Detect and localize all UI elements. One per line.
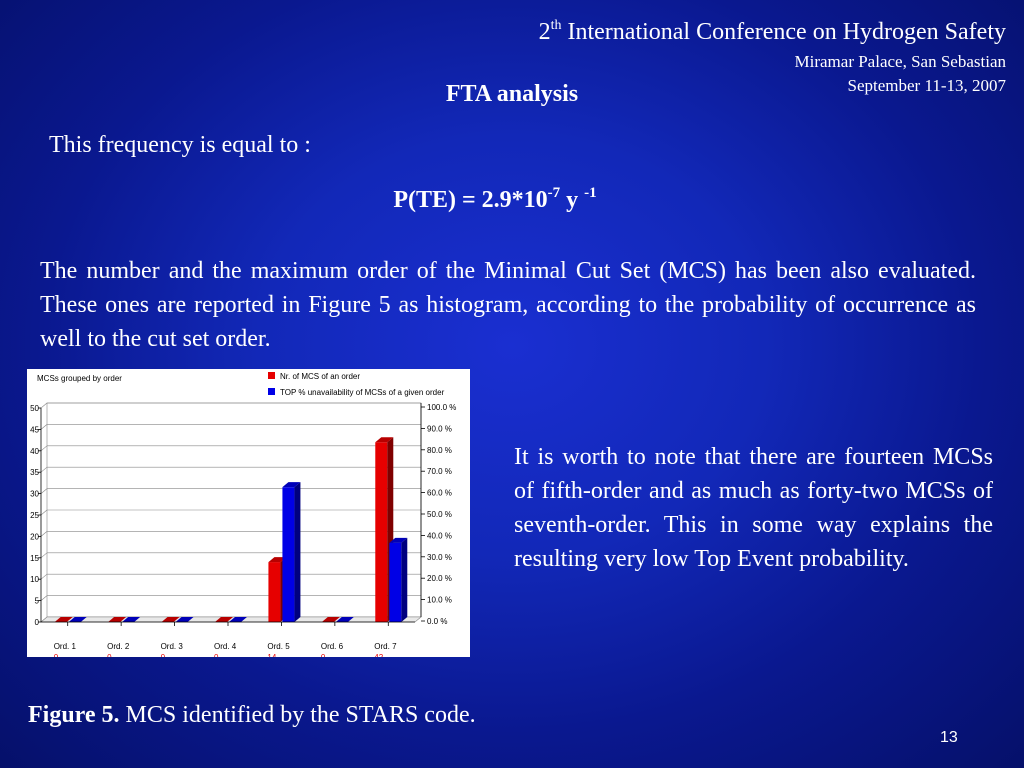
- grid-diagonal-10: [40, 402, 48, 409]
- formula-lhs: P(TE) = 2.9*10: [393, 187, 548, 213]
- right-axis-tick-label: 80.0 %: [427, 446, 452, 455]
- bar-percent-2-top: [122, 617, 141, 622]
- x-axis-category-label: Ord. 7: [374, 642, 397, 651]
- frequency-intro-text: This frequency is equal to :: [49, 132, 311, 158]
- grid-diagonal-3: [40, 552, 48, 559]
- bar-count-7-top: [375, 437, 394, 443]
- conference-number-suffix: th: [550, 18, 562, 33]
- left-axis-tick-label: 10: [30, 575, 39, 584]
- legend-label-1: Nr. of MCS of an order: [280, 372, 360, 381]
- figure-caption-text: MCS identified by the STARS code.: [119, 702, 476, 728]
- formula-unit-exponent: -1: [584, 185, 597, 201]
- bar-count-3-top: [161, 617, 180, 622]
- legend-swatch-1: [268, 372, 275, 379]
- formula-unit: y: [560, 187, 585, 213]
- bar-percent-6-top: [335, 617, 354, 622]
- right-axis-tick-label: 60.0 %: [427, 489, 452, 498]
- legend-label-2: TOP % unavailability of MCSs of a given …: [280, 388, 445, 397]
- mcs-description-paragraph: The number and the maximum order of the …: [40, 258, 976, 352]
- left-axis-tick-label: 50: [30, 404, 39, 413]
- bar-percent-4-top: [229, 617, 247, 622]
- grid-diagonal-7: [40, 466, 48, 473]
- x-axis-count-label: 42: [374, 653, 383, 657]
- bar-count-5-front: [268, 562, 281, 622]
- bar-percent-1-top: [68, 617, 87, 622]
- x-axis-category-label: Ord. 5: [267, 642, 290, 651]
- page-number: 13: [940, 729, 958, 746]
- x-axis-category-label: Ord. 4: [214, 642, 237, 651]
- right-axis-tick-label: 90.0 %: [427, 424, 452, 433]
- bar-count-5-top: [268, 557, 287, 563]
- left-axis-tick-label: 30: [30, 490, 39, 499]
- left-axis-tick-label: 25: [30, 511, 39, 520]
- bar-percent-7-top: [389, 537, 408, 543]
- x-axis-category-label: Ord. 1: [54, 642, 77, 651]
- x-axis-count-label: 0: [107, 653, 112, 657]
- left-axis-tick-label: 15: [30, 554, 39, 563]
- right-axis-tick-label: 30.0 %: [427, 553, 452, 562]
- x-axis-category-label: Ord. 2: [107, 642, 130, 651]
- bar-percent-3-top: [175, 617, 194, 622]
- grid-diagonal-2: [40, 573, 48, 580]
- x-axis-count-label: 0: [321, 653, 326, 657]
- bar-percent-5-front: [282, 487, 295, 622]
- chart-title: MCSs grouped by order: [37, 374, 122, 383]
- bar-count-7-front: [375, 442, 388, 622]
- bar-percent-5-top: [282, 482, 301, 488]
- grid-diagonal-5: [40, 509, 48, 516]
- conference-title: 2th International Conference on Hydrogen…: [539, 18, 1006, 47]
- bar-percent-7-front: [389, 542, 402, 622]
- bar-percent-5-side: [294, 482, 301, 622]
- x-axis-count-label: 0: [54, 653, 59, 657]
- left-axis-tick-label: 35: [30, 468, 39, 477]
- left-axis-tick-label: 5: [35, 597, 40, 606]
- x-axis-count-label: 0: [214, 653, 219, 657]
- mcs-histogram-chart: MCSs grouped by order Nr. of MCS of an or…: [27, 369, 470, 657]
- conference-name: International Conference on Hydrogen Saf…: [567, 19, 1006, 45]
- conference-number: 2: [538, 19, 551, 45]
- figure-caption-label: Figure 5.: [28, 702, 120, 728]
- chart-svg: MCSs grouped by order Nr. of MCS of an or…: [30, 372, 456, 657]
- bar-count-1-top: [54, 617, 73, 622]
- bar-count-2-top: [108, 617, 127, 622]
- formula-exponent: -7: [547, 185, 561, 201]
- grid-diagonal-6: [40, 488, 48, 494]
- conference-venue: Miramar Palace, San Sebastian: [794, 52, 1007, 71]
- grid-diagonal-1: [40, 595, 48, 601]
- right-axis-tick-label: 20.0 %: [427, 574, 452, 583]
- legend-swatch-2: [268, 388, 275, 395]
- grid-diagonal-9: [40, 424, 48, 430]
- grid-diagonal-8: [40, 445, 48, 452]
- frequency-formula: P(TE) = 2.9*10-7 y -1: [0, 186, 990, 215]
- bar-percent-7-side: [401, 537, 408, 622]
- right-axis-tick-label: 100.0 %: [427, 403, 456, 412]
- conference-dates: September 11-13, 2007: [847, 76, 1006, 95]
- right-axis-tick-label: 50.0 %: [427, 510, 452, 519]
- x-axis-category-label: Ord. 3: [161, 642, 184, 651]
- right-axis-tick-label: 10.0 %: [427, 596, 452, 605]
- left-axis-tick-label: 0: [35, 618, 40, 627]
- grid-diagonal-4: [40, 531, 48, 537]
- bar-count-6-top: [321, 617, 340, 622]
- left-axis-tick-label: 20: [30, 532, 39, 541]
- x-axis-count-label: 14: [267, 653, 276, 657]
- right-axis-tick-label: 40.0 %: [427, 531, 452, 540]
- slide-title: FTA analysis: [445, 81, 579, 107]
- right-axis-tick-label: 70.0 %: [427, 467, 452, 476]
- mcs-note-paragraph: It is worth to note that there are fourt…: [514, 444, 993, 572]
- left-axis-tick-label: 40: [30, 447, 39, 456]
- right-axis-tick-label: 0.0 %: [427, 617, 447, 626]
- x-axis-category-label: Ord. 6: [321, 642, 344, 651]
- bar-count-4-top: [215, 617, 233, 622]
- x-axis-count-label: 0: [161, 653, 166, 657]
- left-axis-tick-label: 45: [30, 425, 39, 434]
- figure-caption: Figure 5. MCS identified by the STARS co…: [28, 699, 514, 731]
